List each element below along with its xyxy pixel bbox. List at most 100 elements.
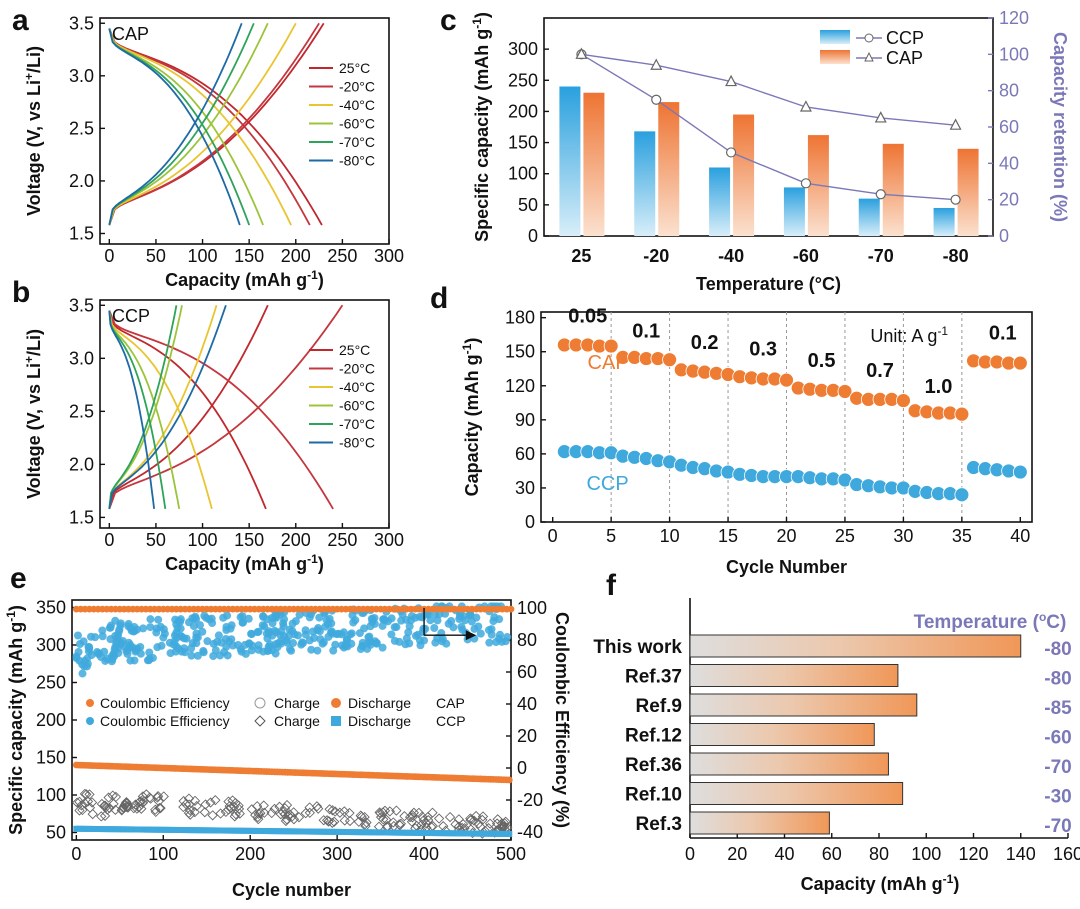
- charge-curve--70°C: [108, 305, 178, 509]
- bar-cap: [658, 102, 680, 236]
- ccp-ce-point: [223, 611, 232, 620]
- ccp-charge-point: [406, 816, 418, 827]
- charge-curve--40°C: [108, 305, 218, 510]
- ccp-charge-point: [379, 805, 391, 816]
- ccp-ce-point: [444, 619, 453, 628]
- charge-curve--20°C: [108, 22, 320, 226]
- ccp-ce-point: [180, 648, 189, 657]
- y-tick-label: 50: [518, 195, 538, 215]
- ccp-charge-point: [76, 800, 87, 811]
- y-axis-title-part: Specific capacity (mAh g: [6, 622, 26, 835]
- ccp-charge-point: [311, 801, 323, 812]
- ccp-charge-point: [266, 807, 277, 819]
- ccp-ce-point: [431, 638, 440, 647]
- ccp-charge-point: [391, 805, 402, 816]
- x-tick-label: 300: [322, 844, 352, 864]
- ccp-ce-point: [307, 645, 316, 654]
- ccp-ce-point: [318, 639, 327, 648]
- ccp-charge-point: [433, 813, 445, 824]
- legend-label: 25°C: [339, 60, 370, 76]
- ccp-ce-point: [154, 615, 163, 624]
- ccp-charge-point: [286, 811, 298, 822]
- y-axis-title: Capacity (mAh g-1): [460, 338, 482, 497]
- ccp-ce-point: [123, 649, 132, 658]
- ccp-charge-point: [388, 817, 399, 828]
- y-axis-title-part: -1: [4, 611, 18, 622]
- ccp-charge-point: [252, 811, 263, 823]
- ccp-ce-point: [295, 610, 304, 619]
- ccp-ce-point: [192, 639, 201, 648]
- y-tick-label: 100: [36, 785, 66, 805]
- x-axis-title: Temperature (°C): [696, 274, 841, 294]
- cap-ce-point: [507, 605, 515, 613]
- ccp-ce-point: [223, 651, 232, 660]
- legend-marker-cap-charge: [254, 697, 266, 709]
- unit-note-part: -1: [937, 324, 948, 338]
- ccp-ce-point: [217, 638, 226, 647]
- chart-f-comparison: 0 20 40 60 80 100 120 140 160 This work -80 Ref.37 -…: [593, 598, 1080, 894]
- discharge-curve--20°C: [108, 310, 334, 510]
- legend-label: -60°C: [339, 116, 375, 132]
- y-tick-label: 200: [508, 101, 538, 121]
- ccp-charge-point: [121, 798, 133, 809]
- rate-label: 0.1: [632, 320, 660, 342]
- chart-b-ccp-voltage: 0 50 100 150 200 250 300 1.5 2.0 2.5 3.0 3.5 25°C -20…: [22, 295, 404, 574]
- x-tick-label: 50: [146, 530, 166, 550]
- ccp-ce-point: [203, 637, 212, 646]
- legend-swatch-cap-bar: [820, 50, 850, 64]
- y-axis-title-part: ): [462, 338, 482, 344]
- ccp-ce-point: [309, 627, 318, 636]
- ccp-ce-point: [79, 637, 88, 646]
- x-tick-label: 30: [893, 526, 913, 546]
- ccp-ce-point: [72, 654, 81, 663]
- ccp-charge-point: [136, 803, 147, 814]
- ccp-charge-point: [356, 811, 367, 822]
- ccp-ce-point: [297, 640, 306, 649]
- y2-tick-label: 80: [517, 630, 537, 650]
- y2-axis-title: Coulombic Efficiency (%): [552, 612, 572, 828]
- retention-point-ccp: [725, 147, 737, 158]
- ccp-ce-point: [199, 646, 208, 655]
- ccp-charge-point: [87, 808, 98, 820]
- bar-ccp: [559, 86, 581, 236]
- ccp-ce-point: [200, 611, 209, 620]
- x-tick-label: 150: [234, 530, 264, 550]
- x-tick-label: 0: [104, 246, 114, 266]
- temperature-header-part: C): [1046, 612, 1066, 633]
- x-tick-label: 250: [327, 246, 357, 266]
- retention-line-CCP: [581, 53, 956, 201]
- discharge-curve--80°C: [108, 28, 241, 226]
- discharge-curve--60°C: [108, 310, 181, 510]
- charge-curve--40°C: [108, 22, 297, 226]
- ccp-ce-point: [244, 614, 253, 623]
- ccp-ce-point: [324, 620, 333, 629]
- retention-point-ccp: [950, 194, 961, 205]
- ccp-ce-point: [191, 612, 200, 621]
- ccp-charge-point: [484, 818, 496, 829]
- ccp-ce-point: [501, 637, 510, 646]
- ccp-charge-point: [252, 801, 263, 812]
- legend-swatch-ccp-bar: [820, 30, 850, 44]
- ccp-ce-point: [192, 633, 201, 642]
- retention-point-cap: [725, 74, 738, 87]
- ccp-ce-point: [111, 631, 120, 640]
- comparison-bar: [689, 782, 904, 805]
- ccp-charge-point: [300, 808, 311, 819]
- ccp-charge-point: [279, 802, 291, 814]
- ccp-charge-point: [421, 818, 432, 829]
- y-tick-label: 2.0: [69, 171, 94, 191]
- ccp-ce-point: [305, 636, 314, 645]
- ccp-charge-point: [223, 804, 234, 815]
- ccp-ce-point: [264, 627, 273, 636]
- legend-label: -20°C: [339, 79, 375, 95]
- ccp-ce-point: [324, 632, 333, 641]
- ccp-ce-point: [280, 615, 289, 624]
- x-tick-label: 160: [1053, 844, 1080, 864]
- x-tick-label: 10: [660, 526, 680, 546]
- chart-e-cycling: 0 100 200 300 400 50050100150200250300350-40-…: [4, 598, 572, 901]
- ccp-charge-point: [131, 803, 143, 814]
- ccp-ce-point: [365, 632, 374, 641]
- x-tick-label: 25: [571, 246, 591, 266]
- ccp-charge-point: [233, 803, 245, 815]
